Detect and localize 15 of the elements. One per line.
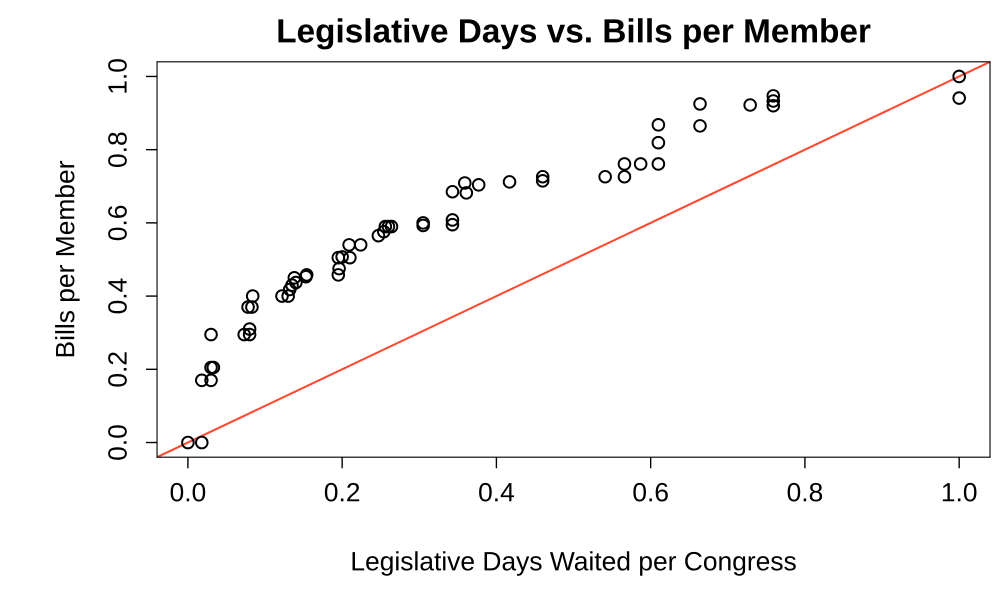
x-tick-label: 0.4 <box>479 482 514 502</box>
y-tick-label: 0.4 <box>108 278 127 314</box>
x-tick-label: 0.8 <box>788 482 822 502</box>
x-axis-title: Legislative Days Waited per Congress <box>352 551 796 576</box>
chart-title: Legislative Days vs. Bills per Member <box>278 18 870 50</box>
x-tick-label: 1.0 <box>942 482 976 502</box>
x-tick-label: 0.2 <box>324 482 360 502</box>
y-tick-label: 0.6 <box>108 206 127 240</box>
x-tick-label: 0.0 <box>170 482 206 502</box>
y-tick-label: 1.0 <box>108 59 127 93</box>
y-tick-label: 0.0 <box>108 425 127 460</box>
y-tick-label: 0.8 <box>108 132 127 167</box>
x-tick-label: 0.6 <box>633 482 668 502</box>
y-axis-title: Bills per Member <box>55 160 80 356</box>
y-tick-label: 0.2 <box>108 352 127 387</box>
